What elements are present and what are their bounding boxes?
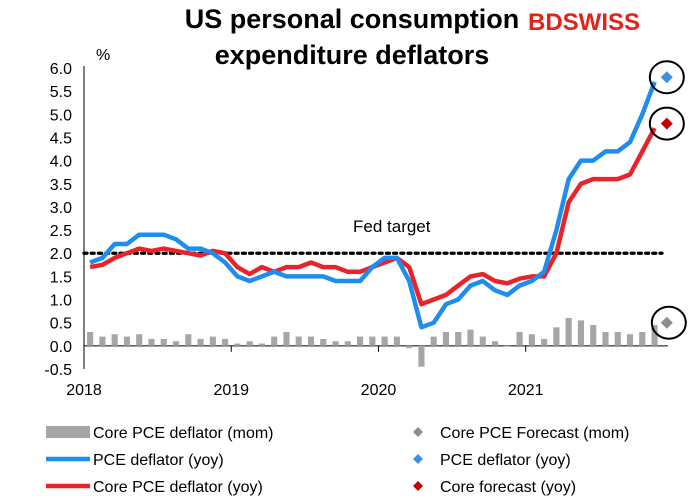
y-tick-label: 5.0	[50, 107, 72, 124]
mom-bar	[442, 331, 450, 346]
legend-label: Core forecast (yoy)	[440, 479, 576, 496]
mom-bar	[393, 336, 400, 346]
legend-label: Core PCE deflator (yoy)	[93, 479, 263, 496]
mom-bar	[136, 334, 143, 346]
legend-label: Core PCE Forecast (mom)	[440, 425, 629, 442]
y-tick-label: 2.5	[50, 223, 72, 240]
y-tick-label: 1.0	[50, 293, 72, 310]
mom-bar	[209, 336, 216, 346]
y-axis-unit-label: %	[96, 47, 110, 64]
legend-label: PCE deflator (yoy)	[440, 452, 571, 469]
brand-logo: BDSWISS	[528, 9, 640, 36]
mom-bar	[541, 338, 548, 346]
legend-swatch-diamond	[413, 454, 423, 464]
mom-bar	[234, 343, 241, 346]
mom-bar	[479, 336, 486, 346]
mom-bar	[516, 331, 523, 346]
mom-bar	[271, 336, 278, 346]
mom-bar	[307, 336, 315, 346]
y-tick-label: 3.0	[50, 200, 72, 217]
mom-bar	[430, 336, 437, 346]
y-tick-label: 5.5	[50, 84, 72, 101]
x-tick-labels: 2018 2019 2020 2021	[66, 382, 543, 399]
mom-bar	[332, 341, 339, 346]
brand-logo-part2: SWISS	[563, 9, 640, 36]
mom-bar	[320, 338, 327, 346]
chart-title-line1: US personal consumption	[185, 4, 520, 34]
mom-bar	[577, 320, 585, 346]
forecast-markers	[648, 60, 687, 340]
mom-bar	[455, 331, 462, 346]
mom-bar	[651, 325, 658, 346]
mom-bar	[172, 341, 180, 346]
mom-bar	[418, 345, 425, 367]
legend-swatch-diamond	[413, 427, 423, 437]
mom-bar	[357, 336, 364, 346]
y-tick-label: 2.0	[50, 246, 72, 263]
legend: Core PCE deflator (mom) Core PCE Forecast…	[46, 425, 629, 496]
svg-text:BDSWISS: BDSWISS	[528, 9, 640, 36]
mom-bar	[258, 343, 265, 346]
mom-bar	[406, 345, 413, 349]
x-tick-label: 2020	[361, 382, 397, 399]
mom-bar	[467, 329, 474, 346]
y-tick-label: 3.5	[50, 177, 72, 194]
mom-bar	[553, 327, 560, 346]
mom-bar	[565, 318, 572, 346]
mom-forecast-marker	[660, 316, 673, 329]
y-tick-label: 4.5	[50, 130, 72, 147]
y-tick-label: 0.5	[50, 316, 72, 333]
pce-forecast-marker	[660, 71, 673, 84]
x-tick-label: 2018	[66, 382, 102, 399]
forecast-highlight-circle	[648, 60, 685, 95]
mom-bar	[87, 331, 94, 346]
legend-label: Core PCE deflator (mom)	[93, 425, 274, 442]
chart-title-line2: expenditure deflators	[215, 40, 490, 70]
mom-bar	[185, 334, 192, 346]
y-tick-label: 1.5	[50, 269, 72, 286]
mom-bar	[614, 331, 621, 346]
mom-bar	[99, 336, 106, 346]
mom-bar	[504, 345, 511, 347]
mom-bar	[639, 331, 646, 346]
mom-bar	[222, 338, 229, 346]
x-tick-label: 2021	[508, 382, 544, 399]
y-tick-label: -0.5	[44, 362, 72, 379]
mom-bar	[528, 334, 535, 346]
legend-swatch-diamond	[413, 481, 423, 491]
brand-logo-part1: BD	[528, 9, 563, 36]
mom-bar	[344, 341, 351, 346]
core-forecast-marker	[660, 117, 673, 130]
mom-bar	[283, 331, 290, 346]
legend-label: PCE deflator (yoy)	[93, 452, 224, 469]
mom-bar	[626, 334, 634, 346]
y-tick-label: 6.0	[50, 61, 72, 78]
pce-yoy-line	[89, 81, 657, 330]
legend-swatch-bar	[46, 426, 90, 438]
mom-bar	[295, 336, 302, 346]
y-tick-labels: 6.0 5.5 5.0 4.5 4.0 3.5 3.0 2.5 2.0 1.5 1.0 0.5 0.0 -…	[44, 61, 72, 379]
mom-bar	[381, 336, 388, 346]
mom-bar	[123, 336, 131, 346]
mom-bar	[246, 341, 253, 346]
forecast-highlight-circle	[650, 305, 687, 340]
series-lines	[89, 81, 657, 330]
y-tick-label: 4.0	[50, 154, 72, 171]
mom-bar	[602, 331, 609, 346]
mom-bar	[148, 338, 155, 346]
mom-bar	[590, 325, 597, 346]
y-tick-label: 0.0	[50, 339, 72, 356]
mom-bar	[491, 341, 499, 346]
mom-bar	[197, 338, 204, 346]
fed-target-annotation: Fed target	[353, 217, 431, 236]
axes	[83, 66, 668, 369]
mom-bar	[160, 338, 167, 346]
mom-bars	[87, 318, 658, 367]
x-tick-label: 2019	[213, 382, 249, 399]
mom-bar	[111, 334, 118, 346]
forecast-highlight-circle	[648, 106, 685, 141]
mom-bar	[369, 336, 376, 346]
